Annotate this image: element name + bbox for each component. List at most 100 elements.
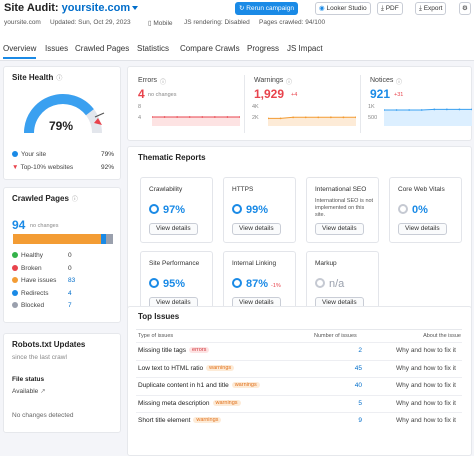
metric-label-errors: Errors: [138, 77, 158, 84]
legend-item[interactable]: Blocked: [12, 302, 44, 309]
file-status-value[interactable]: Available ↗: [12, 388, 46, 395]
tile-crawlability[interactable]: Crawlability 97% View details: [140, 177, 213, 243]
tile-name: Crawlability: [149, 186, 183, 193]
view-details-button[interactable]: View details: [398, 223, 447, 235]
legend-item[interactable]: Redirects: [12, 290, 48, 297]
crawled-count[interactable]: 94: [12, 218, 26, 232]
view-details-button[interactable]: View details: [149, 223, 198, 235]
tab-issues[interactable]: Issues: [45, 44, 69, 53]
table-row[interactable]: Low text to HTML ratio warnings 45 Why and …: [136, 359, 462, 377]
tab-js-impact[interactable]: JS Impact: [287, 44, 323, 53]
sparkline-point: [268, 117, 269, 120]
view-details-button[interactable]: View details: [232, 223, 281, 235]
gear-icon: ⚙: [462, 5, 468, 12]
issue-name[interactable]: Missing title tags errors: [138, 347, 210, 354]
progress-ring-icon: [232, 278, 242, 288]
issue-count[interactable]: 9: [358, 417, 362, 424]
issue-count[interactable]: 2: [358, 347, 362, 354]
issue-name[interactable]: Low text to HTML ratio warnings: [138, 364, 235, 372]
metric-change-notices: +31: [394, 92, 404, 98]
top-issues-card: Top Issues Type of issues Number of issu…: [127, 306, 472, 456]
divider: [244, 75, 245, 133]
legend-value[interactable]: 4: [68, 289, 72, 297]
looker-studio-button[interactable]: ◉ Looker Studio: [315, 2, 371, 15]
tab-compare-crawls[interactable]: Compare Crawls: [180, 44, 240, 53]
legend-item[interactable]: Healthy: [12, 252, 43, 259]
top10-value: 92%: [100, 164, 114, 171]
legend-item[interactable]: Have issues: [12, 277, 56, 284]
sparkline-point: [384, 109, 385, 111]
legend-label: Have issues: [21, 277, 57, 284]
robots-note: No changes detected: [12, 412, 74, 419]
tile-value[interactable]: 99%: [232, 204, 268, 216]
tile-international-seo[interactable]: International SEO International SEO is no…: [306, 177, 379, 243]
tile-value[interactable]: 0%: [398, 204, 428, 216]
bar-segment-have-issues[interactable]: [13, 234, 102, 244]
down-triangle-icon: ▼: [12, 164, 19, 171]
tile-change: -1%: [271, 283, 281, 289]
tab-progress[interactable]: Progress: [247, 44, 280, 53]
issue-name[interactable]: Short title element warnings: [138, 417, 222, 424]
progress-ring-icon: [149, 278, 159, 288]
tile-value[interactable]: 87% -1%: [232, 278, 281, 290]
dot-icon: [12, 277, 18, 284]
pages-crawled-count: Pages crawled: 94/100: [259, 19, 326, 26]
rerun-campaign-button[interactable]: ↻ Rerun campaign: [235, 2, 298, 15]
tab-statistics[interactable]: Statistics: [137, 44, 170, 53]
bar-segment-redirects[interactable]: [101, 234, 106, 244]
tile-note: International SEO is not implemented on …: [315, 198, 374, 218]
tile-https[interactable]: HTTPS 99% View details: [223, 177, 296, 243]
table-row[interactable]: Duplicate content in h1 and title warning…: [136, 377, 462, 394]
sparkline-area: [152, 117, 240, 126]
table-row[interactable]: Short title element warnings 9 Why and how …: [136, 412, 462, 429]
sparkline-point: [304, 116, 307, 119]
table-row[interactable]: Missing title tags errors 2 Why and how to …: [136, 342, 462, 359]
fix-link[interactable]: Why and how to fix it: [396, 399, 456, 407]
sparkline-point: [213, 116, 216, 118]
tile-core-web-vitals[interactable]: Core Web Vitals 0% View details: [389, 177, 462, 243]
metric-value-errors[interactable]: 4: [138, 87, 145, 101]
fix-link[interactable]: Why and how to fix it: [396, 364, 456, 372]
legend-value[interactable]: 83: [68, 277, 76, 284]
pdf-button[interactable]: ⤓ PDF: [377, 2, 403, 15]
legend-value[interactable]: 7: [68, 302, 72, 309]
table-row[interactable]: Missing meta description warnings 5 Why and…: [136, 394, 462, 412]
updated-date: Updated: Sun, Oct 29, 2023: [50, 19, 131, 26]
fix-link[interactable]: Why and how to fix it: [396, 347, 456, 354]
legend-value[interactable]: 0: [68, 252, 72, 259]
page-title: Site Audit: yoursite.com: [4, 2, 139, 14]
export-icon: ⤓: [419, 5, 422, 12]
progress-ring-icon: [398, 204, 408, 214]
export-button[interactable]: ⤓ Export: [415, 2, 447, 15]
tab-crawled-pages[interactable]: Crawled Pages: [75, 44, 130, 53]
issue-count[interactable]: 45: [354, 364, 362, 372]
health-gauge: [24, 94, 105, 134]
issue-name[interactable]: Duplicate content in h1 and title warning…: [138, 382, 260, 389]
device-indicator: ▯ Mobile: [148, 20, 173, 27]
gauge-fill: [24, 94, 94, 134]
tile-value[interactable]: 95%: [149, 278, 185, 290]
legend-item[interactable]: Broken: [12, 265, 42, 272]
view-details-button[interactable]: View details: [315, 223, 364, 235]
legend-value[interactable]: 0: [68, 264, 72, 272]
issue-label: Missing title tags: [138, 347, 187, 354]
metric-value-warnings[interactable]: 1,929: [254, 87, 285, 101]
divider: [360, 75, 361, 133]
settings-button[interactable]: ⚙: [459, 2, 471, 15]
domain-selector[interactable]: yoursite.com: [62, 2, 139, 14]
tab-overview[interactable]: Overview: [3, 44, 37, 59]
bar-segment-blocked[interactable]: [105, 234, 113, 244]
tile-value[interactable]: n/a: [315, 278, 344, 290]
fix-link[interactable]: Why and how to fix it: [396, 417, 456, 424]
metric-value-notices[interactable]: 921: [370, 87, 391, 101]
looker-icon: ◉: [319, 5, 325, 12]
mobile-icon: ▯: [148, 20, 152, 27]
issue-count[interactable]: 40: [354, 382, 362, 389]
issue-label: Missing meta description: [138, 399, 210, 407]
issue-name[interactable]: Missing meta description warnings: [138, 399, 241, 407]
issue-count[interactable]: 5: [358, 399, 362, 407]
tile-value[interactable]: 97%: [149, 204, 185, 216]
fix-link[interactable]: Why and how to fix it: [396, 382, 456, 389]
issue-label: Short title element: [138, 417, 191, 424]
robots-subtitle: since the last crawl: [12, 354, 67, 361]
